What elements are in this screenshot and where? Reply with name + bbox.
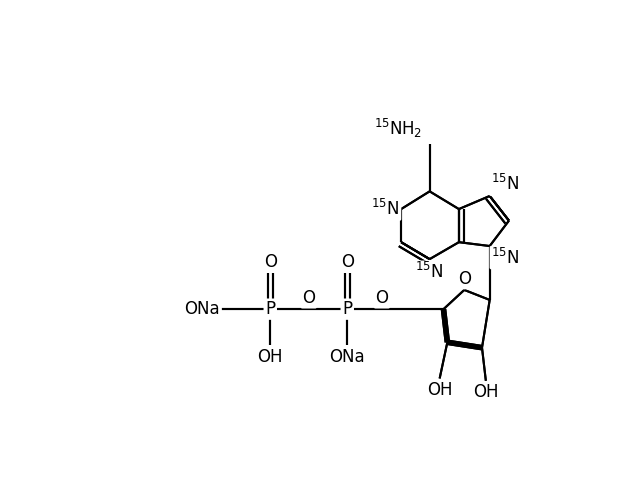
Text: O: O bbox=[376, 289, 388, 307]
Text: O: O bbox=[340, 253, 354, 271]
Text: O: O bbox=[458, 270, 471, 288]
Text: P: P bbox=[265, 300, 275, 318]
Text: $^{15}$N: $^{15}$N bbox=[492, 174, 520, 194]
Text: OH: OH bbox=[473, 383, 499, 401]
Text: ONa: ONa bbox=[184, 300, 220, 318]
Text: P: P bbox=[342, 300, 352, 318]
Text: O: O bbox=[302, 289, 316, 307]
Text: $^{15}$N: $^{15}$N bbox=[415, 262, 444, 282]
Text: OH: OH bbox=[257, 348, 283, 366]
Text: ONa: ONa bbox=[330, 348, 365, 366]
Text: $^{15}$NH$_2$: $^{15}$NH$_2$ bbox=[374, 117, 422, 140]
Text: OH: OH bbox=[427, 381, 452, 399]
Text: $^{15}$N: $^{15}$N bbox=[371, 199, 399, 219]
Text: O: O bbox=[264, 253, 276, 271]
Text: $^{15}$N: $^{15}$N bbox=[492, 247, 520, 268]
